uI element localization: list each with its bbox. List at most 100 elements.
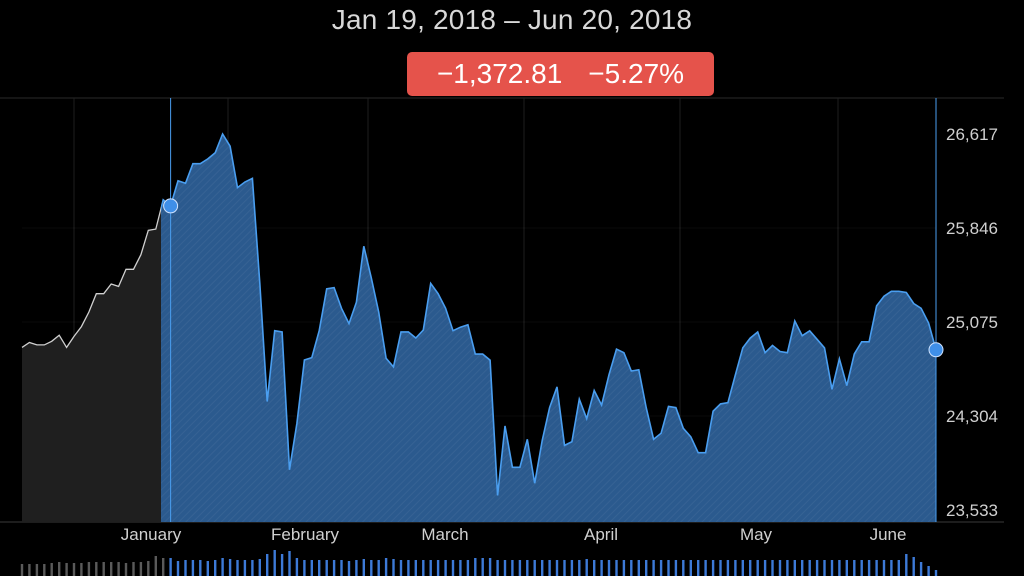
volume-bar [555, 560, 559, 576]
x-axis-labels: January February March April May June [121, 525, 907, 544]
volume-bar [444, 560, 447, 576]
volume-bar [778, 560, 782, 576]
selection-start-marker[interactable] [163, 198, 179, 214]
selection-end-marker[interactable] [928, 342, 944, 358]
volume-bar [652, 560, 655, 576]
volume-bar [318, 560, 321, 576]
volume-bar [533, 560, 536, 576]
volume-bar [332, 560, 336, 576]
volume-bar [58, 562, 61, 576]
unselected-area [22, 208, 161, 522]
volume-bar [808, 560, 811, 576]
change-percent: −5.27% [588, 58, 685, 89]
volume-bar [585, 559, 588, 576]
volume-bar [362, 559, 365, 576]
volume-bar [340, 560, 343, 576]
volume-bar [488, 558, 492, 576]
volume-bar [384, 558, 388, 576]
volume-bar [593, 560, 596, 576]
volume-bar [347, 561, 351, 576]
selected-area-texture [161, 134, 936, 522]
volume-bar [303, 560, 306, 576]
date-range-title: Jan 19, 2018 – Jun 20, 2018 [0, 4, 1024, 36]
range-start: Jan 19, 2018 [331, 4, 497, 35]
volume-bar [132, 562, 135, 576]
volume-bar [466, 560, 470, 576]
x-tick-label: January [121, 525, 182, 544]
volume-bar [176, 561, 180, 576]
volume-bar [674, 560, 678, 576]
volume-bar [407, 560, 410, 576]
volume-bar [236, 560, 239, 576]
y-tick-label: 26,617 [946, 125, 998, 144]
volume-bar [541, 560, 544, 576]
volume-bar [154, 556, 157, 576]
volume-bar [905, 554, 908, 576]
volume-bar [370, 560, 373, 576]
volume-bar [578, 560, 581, 576]
volume-bar [28, 564, 31, 576]
volume-bar [897, 560, 900, 576]
volume-bar [934, 570, 938, 576]
volume-bar [875, 560, 878, 576]
volume-bar [882, 560, 886, 576]
volume-bar [600, 560, 603, 576]
volume-bar [199, 560, 202, 576]
volume-bar [117, 562, 120, 576]
volume-bar [667, 560, 670, 576]
volume-bar [295, 558, 299, 576]
volume-bar [95, 562, 98, 576]
volume-bar [258, 559, 261, 576]
range-end: Jun 20, 2018 [527, 4, 693, 35]
volume-bar [496, 560, 499, 576]
volume-bar [110, 562, 113, 576]
volume-bar [72, 563, 76, 576]
volume-bar [503, 560, 507, 576]
volume-bar [459, 560, 462, 576]
x-tick-label: April [584, 525, 618, 544]
volume-bar [815, 560, 819, 576]
x-tick-label: March [421, 525, 468, 544]
volume-bar [919, 562, 923, 576]
change-points: −1,372.81 [436, 58, 563, 89]
volume-bar [570, 560, 574, 576]
volume-bar [927, 566, 930, 576]
volume-bar [414, 560, 417, 576]
volume-bar [50, 563, 53, 576]
volume-bar [191, 560, 195, 576]
y-tick-label: 24,304 [946, 407, 998, 426]
volume-bar [20, 564, 24, 576]
y-tick-label: 25,846 [946, 219, 998, 238]
y-axis-labels: 26,617 25,846 25,075 24,304 23,533 [946, 125, 998, 520]
volume-bar [749, 560, 752, 576]
volume-bar [548, 560, 551, 576]
volume-bar [607, 560, 611, 576]
volume-bar [645, 560, 648, 576]
volume-bar [392, 559, 395, 576]
volume-bar [719, 560, 722, 576]
volume-bar [35, 564, 39, 576]
change-badge: −1,372.81 −5.27% [407, 52, 714, 96]
volume-bar [214, 560, 217, 576]
volume-bar [206, 561, 209, 576]
volume-bar [266, 554, 269, 576]
volume-bar [697, 560, 700, 576]
x-tick-label: May [740, 525, 773, 544]
selection-handles[interactable] [163, 98, 944, 522]
volume-bar [139, 562, 143, 576]
volume-bar [726, 560, 730, 576]
volume-bar [169, 558, 172, 576]
volume-bar [682, 560, 685, 576]
volume-bar [801, 560, 804, 576]
volume-bar [310, 560, 313, 576]
volume-bar [860, 560, 863, 576]
volume-bar [518, 560, 522, 576]
volume-bar [355, 560, 358, 576]
volume-bar [890, 560, 893, 576]
volume-bar [659, 560, 663, 576]
volume-bar [221, 558, 224, 576]
volume-bar [689, 560, 692, 576]
y-tick-label: 25,075 [946, 313, 998, 332]
volume-bar [637, 560, 640, 576]
